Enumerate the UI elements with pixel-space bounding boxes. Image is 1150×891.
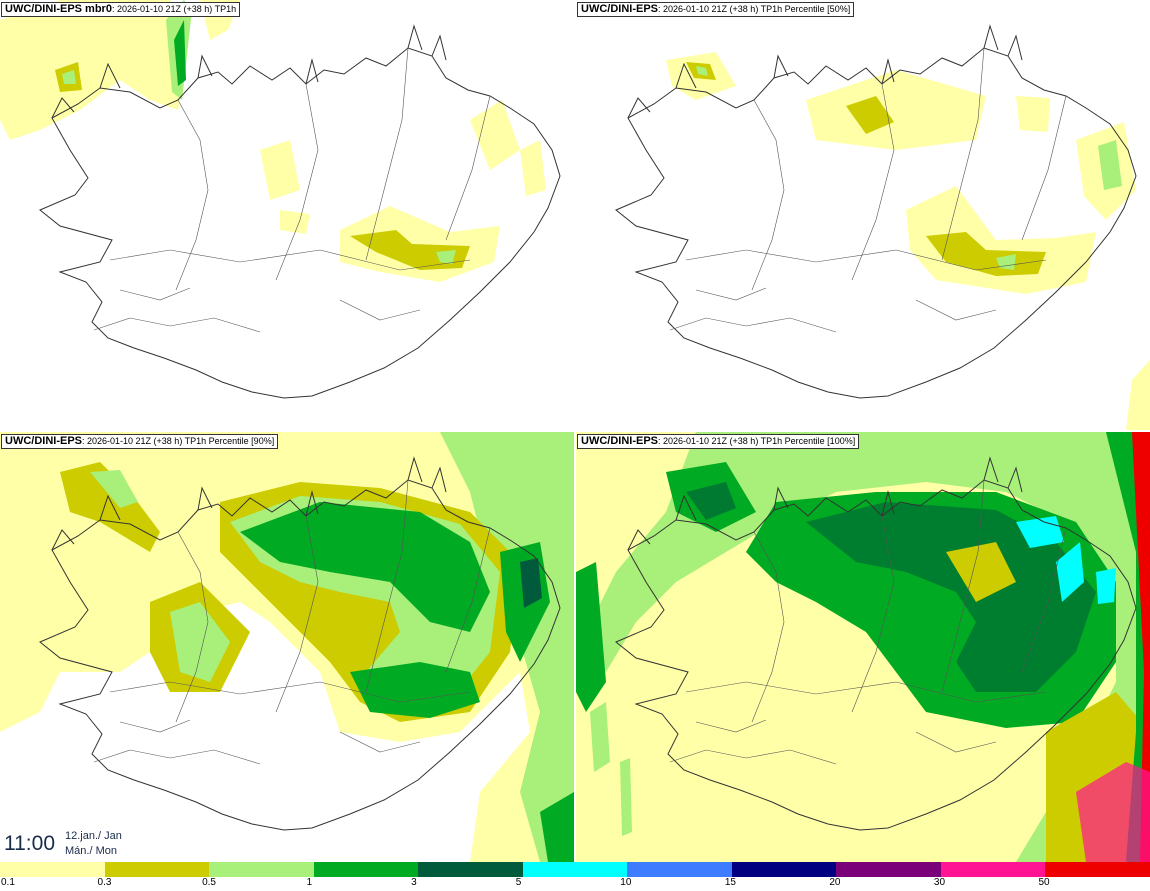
precip-colorbar-labels: 0.1 0.3 0.5 1 3 5 10 15 20 30 50: [0, 877, 1150, 891]
precip-area: [540, 792, 574, 862]
precip-map: [0, 0, 561, 399]
colorbar-label: 15: [724, 877, 736, 888]
precip-area: [1076, 762, 1150, 862]
precip-area: [686, 482, 736, 520]
colorbar-segment: [836, 862, 941, 877]
map-panel-p50: UWC/DINI-EPS: 2026-01-10 21Z (+38 h) TP1…: [576, 0, 1150, 430]
precip-area: [240, 502, 490, 632]
precip-area: [440, 432, 574, 862]
panel-title: UWC/DINI-EPS: 2026-01-10 21Z (+38 h) TP1…: [577, 434, 860, 449]
precip-area: [1098, 140, 1122, 190]
precip-area: [1126, 360, 1150, 430]
colorbar-segment: [0, 862, 105, 877]
precip-area: [1016, 96, 1050, 132]
precip-area: [590, 702, 610, 772]
precip-area: [280, 210, 310, 234]
colorbar-segment: [1045, 862, 1150, 877]
precip-area: [170, 602, 230, 682]
precip-area: [350, 662, 480, 718]
colorbar-segment: [522, 862, 628, 877]
colorbar-label: 0.1: [1, 877, 15, 888]
colorbar-label: 3: [411, 877, 417, 888]
colorbar-label: 10: [620, 877, 632, 888]
valid-date-line2: Mán./ Mon: [65, 845, 117, 857]
precip-area: [60, 462, 160, 552]
valid-date-line1: 12.jan./ Jan: [65, 830, 122, 842]
colorbar-segment: [418, 862, 523, 877]
colorbar-segment: [313, 862, 419, 877]
panel-title: UWC/DINI-EPS: 2026-01-10 21Z (+38 h) TP1…: [577, 2, 855, 17]
colorbar-label: 5: [515, 877, 522, 888]
panel-title: UWC/DINI-EPS: 2026-01-10 21Z (+38 h) TP1…: [1, 434, 279, 449]
map-panel-p100: UWC/DINI-EPS: 2026-01-10 21Z (+38 h) TP1…: [576, 432, 1150, 862]
colorbar-segment: [940, 862, 1046, 877]
precip-area: [696, 66, 708, 76]
precip-area: [520, 140, 546, 196]
colorbar-label: 1: [306, 877, 313, 888]
precip-map: [576, 432, 1150, 862]
colorbar-segment: [209, 862, 314, 877]
valid-time-box: 11:00 12.jan./ Jan Mán./ Mon: [0, 823, 140, 862]
precip-area: [436, 250, 456, 264]
colorbar-label: 0.3: [97, 877, 112, 888]
precip-area: [90, 470, 138, 508]
precip-area: [260, 140, 300, 200]
precip-area: [906, 186, 1096, 294]
colorbar-label: 50: [1038, 877, 1050, 888]
map-panel-p90: UWC/DINI-EPS: 2026-01-10 21Z (+38 h) TP1…: [0, 432, 574, 862]
precip-area: [996, 254, 1016, 270]
precip-area: [576, 562, 606, 712]
precip-area: [586, 432, 1150, 862]
precip-area: [1096, 568, 1116, 604]
colorbar-segment: [104, 862, 210, 877]
colorbar-label: 30: [933, 877, 946, 888]
precip-area: [174, 20, 186, 86]
panel-divider-horizontal: [0, 430, 1150, 432]
precip-area: [620, 758, 632, 836]
precip-map: [0, 432, 574, 862]
colorbar-label: 20: [829, 877, 841, 888]
map-panel-member0: UWC/DINI-EPS mbr0: 2026-01-10 21Z (+38 h…: [0, 0, 574, 430]
precip-area: [0, 0, 190, 140]
precip-area: [1132, 432, 1150, 862]
valid-date: 12.jan./ Jan Mán./ Mon: [65, 829, 122, 859]
colorbar-segment: [731, 862, 837, 877]
precip-area: [806, 70, 986, 150]
precip-map: [615, 25, 1150, 430]
panel-title: UWC/DINI-EPS mbr0: 2026-01-10 21Z (+38 h…: [1, 2, 241, 17]
precip-area: [1056, 542, 1084, 602]
precip-area: [926, 232, 1046, 276]
precip-area: [806, 502, 1096, 692]
precip-area: [62, 70, 76, 84]
precip-area: [846, 96, 894, 134]
precip-colorbar: [0, 862, 1150, 877]
colorbar-label: 0.5: [202, 877, 216, 888]
colorbar-segment: [627, 862, 732, 877]
precip-area: [946, 542, 1016, 602]
precip-area: [470, 100, 520, 170]
valid-time: 11:00: [4, 832, 55, 855]
precip-area: [520, 558, 542, 608]
